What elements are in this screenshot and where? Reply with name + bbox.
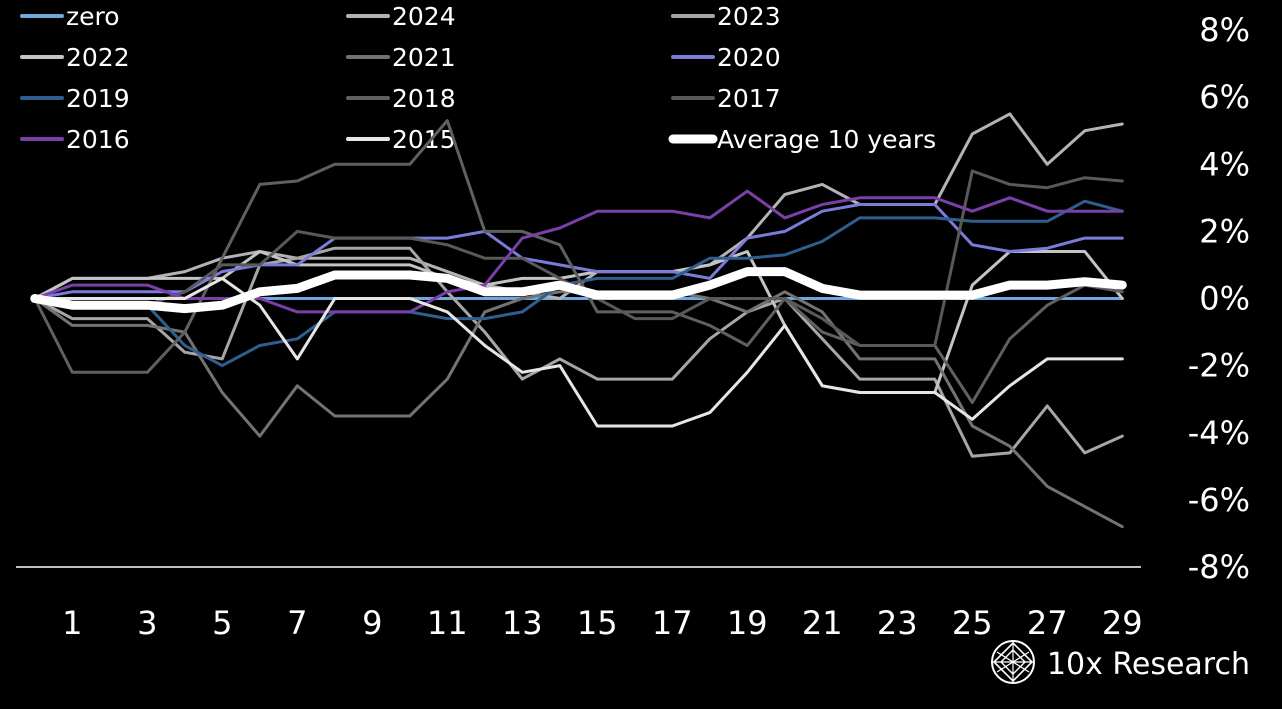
legend-item: 2017 bbox=[671, 84, 781, 113]
series-line-2024 bbox=[33, 112, 1124, 300]
y-tick-label: 6% bbox=[1199, 78, 1250, 116]
legend-label: Average 10 years bbox=[717, 125, 936, 154]
legend-label: 2018 bbox=[392, 84, 456, 113]
y-tick-label: -6% bbox=[1188, 481, 1250, 519]
legend-label: 2020 bbox=[717, 43, 781, 72]
x-tick-label: 29 bbox=[1102, 604, 1143, 642]
legend-label: 2016 bbox=[66, 125, 130, 154]
x-tick-label: 21 bbox=[802, 604, 843, 642]
y-axis-ticks: 8% 6% 4% 2% 0% -2% -4% -6% -8% bbox=[1188, 11, 1250, 586]
series-line-2023 bbox=[33, 246, 1124, 458]
y-tick-label: 2% bbox=[1199, 212, 1250, 250]
legend-item: 2022 bbox=[20, 43, 130, 72]
series-line-2020 bbox=[33, 203, 1124, 300]
legend-item: 2019 bbox=[20, 84, 130, 113]
y-tick-label: -2% bbox=[1188, 347, 1250, 385]
series-line-2018 bbox=[33, 119, 1124, 404]
legend-label: zero bbox=[66, 2, 120, 31]
legend-label: 2022 bbox=[66, 43, 130, 72]
series-line-2015 bbox=[33, 276, 1124, 428]
series-line-2019 bbox=[33, 199, 1124, 368]
brand-name: 10x Research bbox=[1046, 647, 1250, 682]
globe-grid-icon bbox=[989, 638, 1037, 691]
legend-item: 2016 bbox=[20, 125, 130, 154]
legend-label: 2019 bbox=[66, 84, 130, 113]
x-tick-label: 27 bbox=[1027, 604, 1068, 642]
series-line-average-10-years bbox=[30, 267, 1127, 314]
legend-label: 2024 bbox=[392, 2, 456, 31]
legend-label: 2023 bbox=[717, 2, 781, 31]
x-tick-label: 15 bbox=[577, 604, 618, 642]
x-tick-label: 13 bbox=[502, 604, 543, 642]
legend-item: zero bbox=[20, 2, 120, 31]
x-tick-label: 1 bbox=[62, 604, 82, 642]
x-tick-label: 9 bbox=[362, 604, 382, 642]
legend-label: 2021 bbox=[392, 43, 456, 72]
x-tick-label: 19 bbox=[727, 604, 768, 642]
legend-item: Average 10 years bbox=[668, 125, 936, 154]
legend-item: 2024 bbox=[346, 2, 456, 31]
legend: zero 2024 2023 2022 2021 2020 2019 2018 2017 2016… bbox=[20, 2, 936, 154]
y-tick-label: 8% bbox=[1199, 11, 1250, 49]
legend-item: 2023 bbox=[671, 2, 781, 31]
x-axis-ticks: 1 3 5 7 9 11 13 15 17 19 21 23 25 27 29 bbox=[62, 604, 1143, 642]
x-tick-label: 11 bbox=[427, 604, 468, 642]
legend-item: 2021 bbox=[346, 43, 456, 72]
series-layer bbox=[30, 112, 1127, 529]
series-line-2022 bbox=[33, 250, 1124, 394]
x-tick-label: 3 bbox=[137, 604, 157, 642]
x-tick-label: 17 bbox=[652, 604, 693, 642]
legend-label: 2017 bbox=[717, 84, 781, 113]
x-tick-label: 25 bbox=[952, 604, 993, 642]
x-tick-label: 5 bbox=[212, 604, 232, 642]
x-tick-label: 7 bbox=[287, 604, 307, 642]
x-tick-label: 23 bbox=[877, 604, 918, 642]
legend-item: 2020 bbox=[671, 43, 781, 72]
brand-watermark: 10x Research bbox=[989, 638, 1250, 691]
y-tick-label: 0% bbox=[1199, 280, 1250, 318]
y-tick-label: 4% bbox=[1199, 145, 1250, 183]
y-tick-label: -8% bbox=[1188, 548, 1250, 586]
series-line-2016 bbox=[33, 189, 1124, 314]
legend-item: 2018 bbox=[346, 84, 456, 113]
y-tick-label: -4% bbox=[1188, 414, 1250, 452]
